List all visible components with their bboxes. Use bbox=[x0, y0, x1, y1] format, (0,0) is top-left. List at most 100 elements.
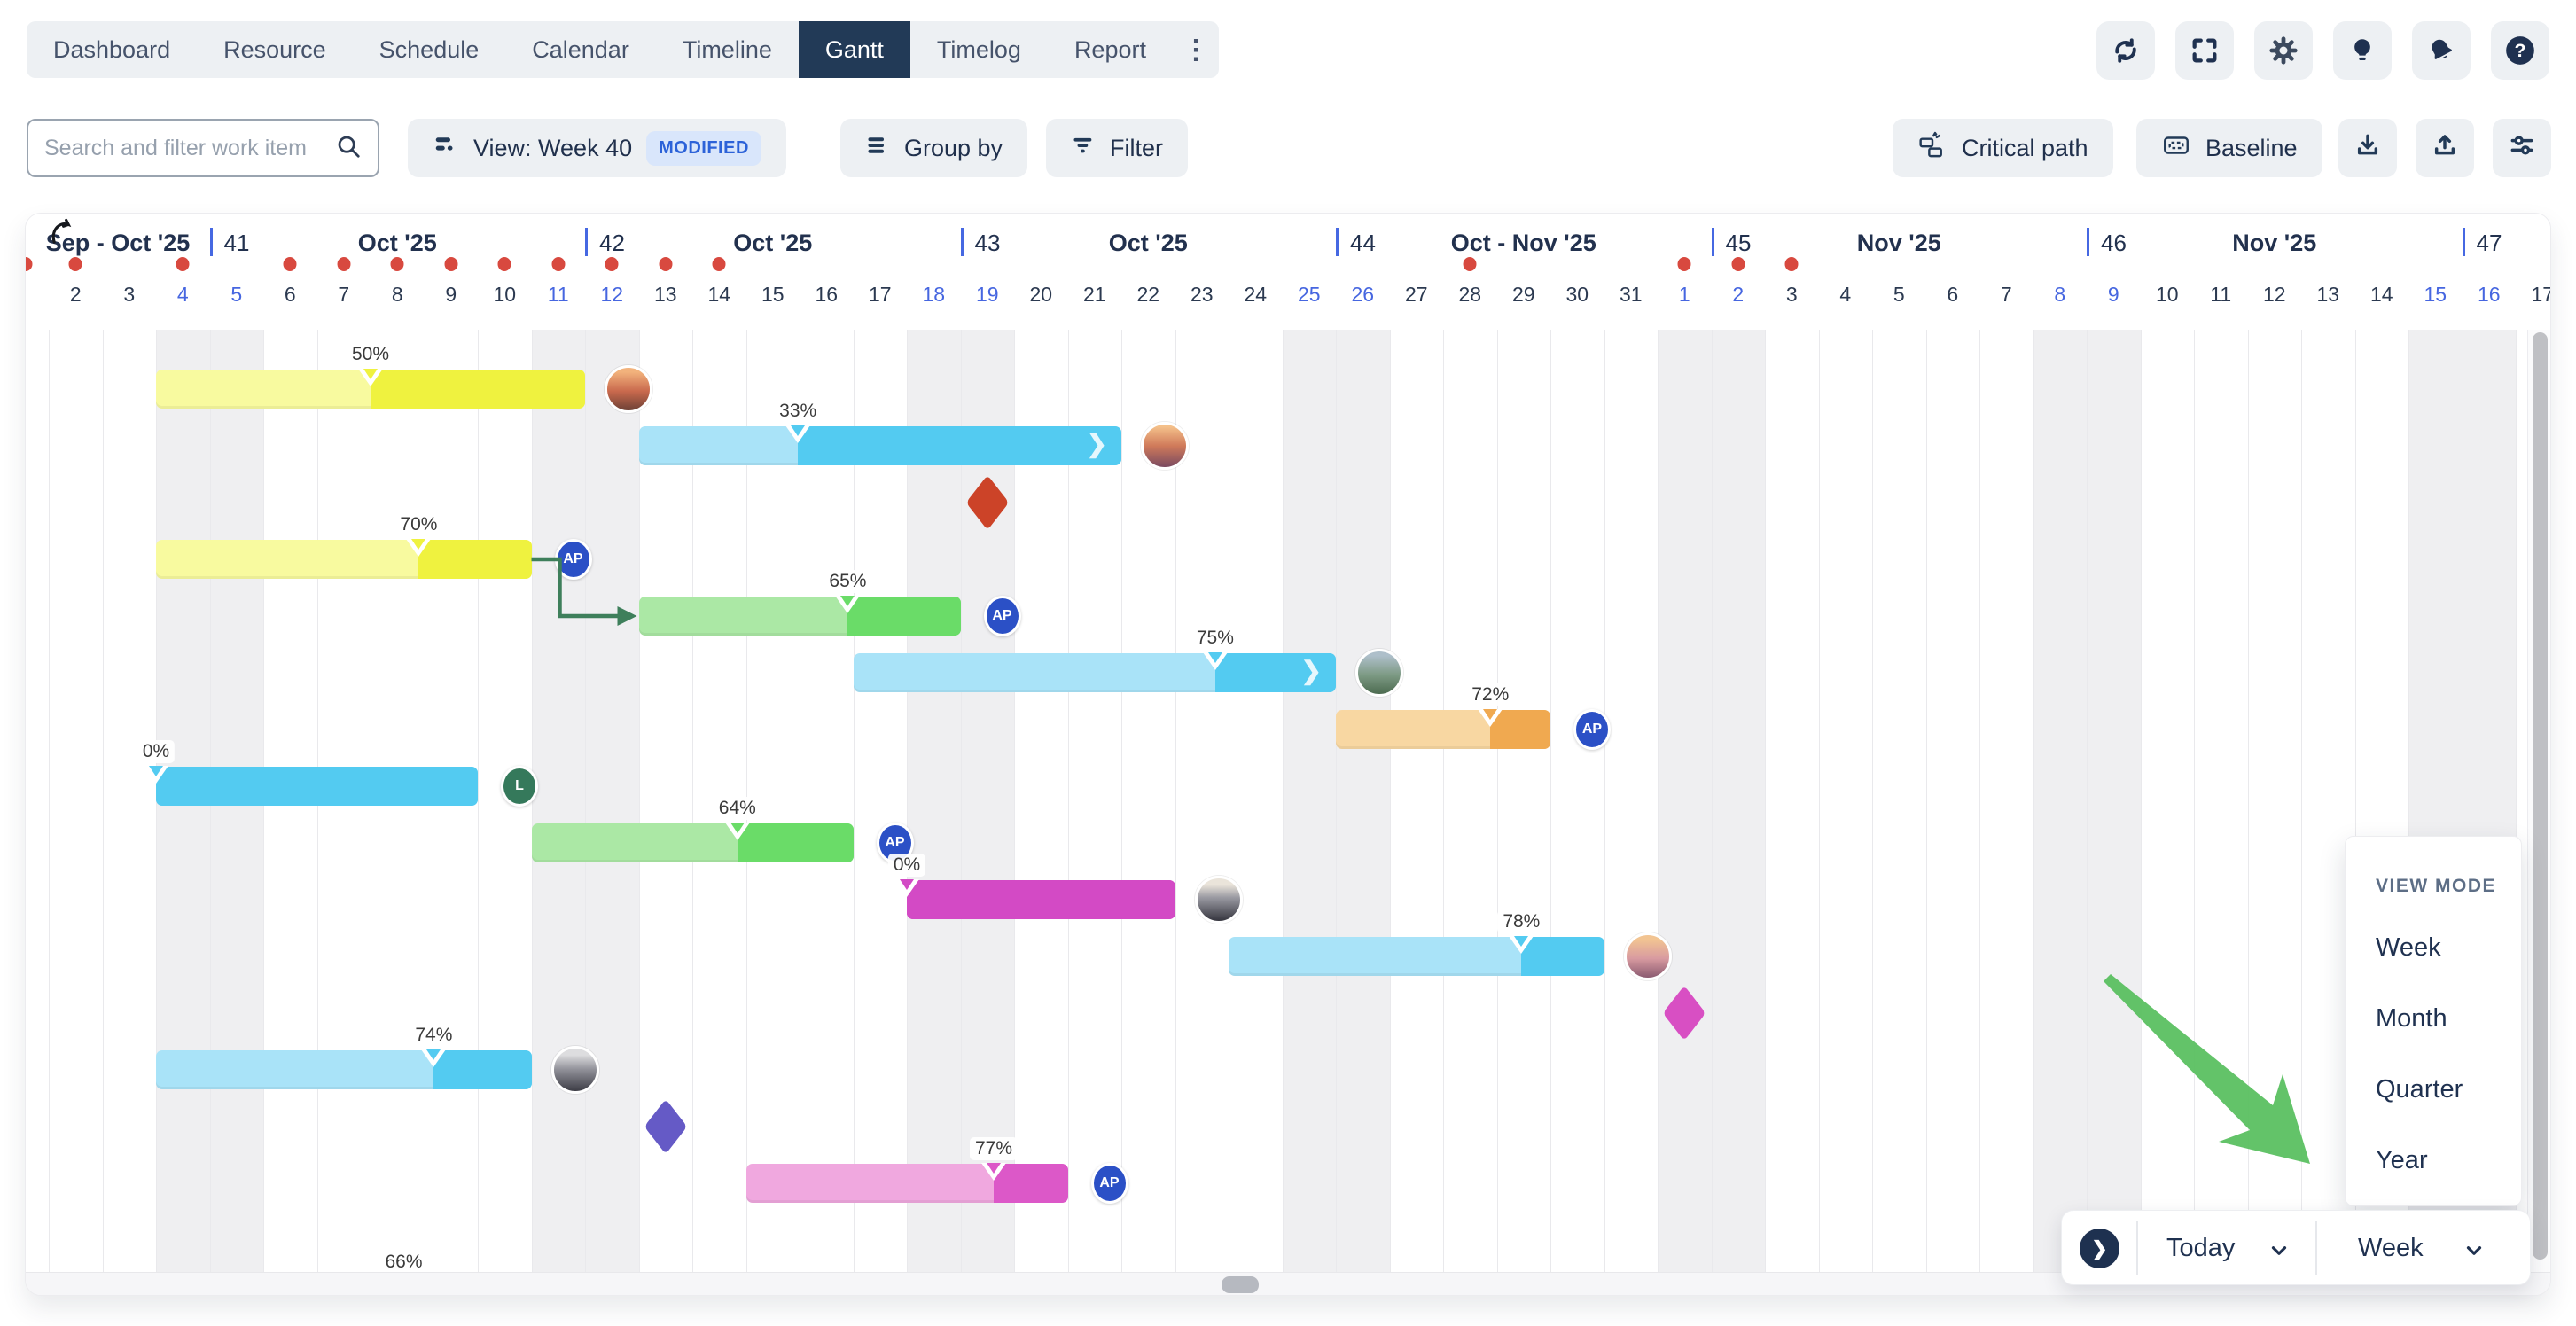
view-mode-option-quarter[interactable]: Quarter bbox=[2376, 1074, 2463, 1104]
nav-tab-resource[interactable]: Resource bbox=[223, 35, 326, 63]
progress-label: 72% bbox=[1466, 683, 1515, 706]
vertical-scrollbar-thumb[interactable] bbox=[2533, 332, 2548, 1260]
gantt-bar[interactable] bbox=[156, 540, 532, 579]
week-number: 42 bbox=[599, 230, 625, 256]
red-dot bbox=[390, 257, 404, 271]
gantt-bar-remaining bbox=[907, 880, 1175, 919]
chart-settings-button[interactable] bbox=[2493, 119, 2551, 177]
gridline bbox=[2194, 330, 2195, 1272]
view-button[interactable]: View: Week 40 MODIFIED bbox=[408, 119, 786, 177]
nav-tab-gantt[interactable]: Gantt bbox=[798, 21, 910, 78]
gantt-bar[interactable] bbox=[907, 880, 1175, 919]
month-label: Sep - Oct '25 bbox=[45, 230, 191, 256]
baseline-icon bbox=[2161, 130, 2191, 167]
day-number: 15 bbox=[2424, 283, 2447, 306]
gantt-bar[interactable] bbox=[745, 1164, 1068, 1203]
progress-caret-inner bbox=[426, 1049, 441, 1060]
day-number: 19 bbox=[975, 283, 999, 306]
gantt-bar[interactable]: ❯ bbox=[853, 653, 1336, 692]
import-button[interactable] bbox=[2416, 119, 2474, 177]
day-number: 31 bbox=[1619, 283, 1643, 306]
gridline bbox=[102, 330, 104, 1272]
gridline bbox=[1067, 330, 1069, 1272]
sync-button[interactable] bbox=[2096, 21, 2155, 80]
nav-tab-calendar[interactable]: Calendar bbox=[532, 35, 629, 63]
day-number: 10 bbox=[2155, 283, 2179, 306]
idea-icon bbox=[2347, 35, 2377, 66]
day-number: 9 bbox=[2107, 283, 2119, 306]
day-number: 5 bbox=[1893, 283, 1905, 306]
idea-button[interactable] bbox=[2333, 21, 2392, 80]
assignee-badge: AP bbox=[983, 596, 1021, 636]
day-number: 6 bbox=[284, 283, 296, 306]
expand-chevron-icon[interactable]: ❯ bbox=[1300, 657, 1322, 684]
view-mode-menu: VIEW MODE Week Month Quarter Year bbox=[2345, 836, 2522, 1206]
gantt-bar[interactable] bbox=[156, 767, 478, 806]
day-number: 7 bbox=[2000, 283, 2012, 306]
gantt-bar[interactable] bbox=[1336, 710, 1550, 749]
notifications-icon bbox=[2426, 35, 2456, 66]
nav-tab-schedule[interactable]: Schedule bbox=[379, 35, 480, 63]
day-number: 26 bbox=[1351, 283, 1375, 306]
day-number: 13 bbox=[653, 283, 677, 306]
gantt-bar[interactable] bbox=[1229, 937, 1604, 976]
day-number: 3 bbox=[123, 283, 136, 306]
filter-button[interactable]: Filter bbox=[1046, 119, 1188, 177]
gridline bbox=[1496, 330, 1498, 1272]
gridline bbox=[960, 330, 962, 1272]
jump-forward-button[interactable]: ❯ bbox=[2080, 1228, 2119, 1268]
gantt-bar[interactable]: ❯ bbox=[638, 426, 1121, 465]
week-divider bbox=[1711, 228, 1714, 256]
weekend-column bbox=[907, 330, 961, 1272]
fullscreen-icon bbox=[2190, 35, 2220, 66]
search-input[interactable] bbox=[44, 135, 335, 161]
export-button[interactable] bbox=[2338, 119, 2397, 177]
day-number: 2 bbox=[69, 283, 82, 306]
sliders-icon bbox=[2508, 131, 2536, 166]
progress-label: 78% bbox=[1497, 910, 1546, 933]
notifications-button[interactable] bbox=[2412, 21, 2471, 80]
nav-tab-timelog[interactable]: Timelog bbox=[936, 35, 1021, 63]
gridline bbox=[2408, 330, 2409, 1272]
gantt-bar[interactable] bbox=[531, 823, 854, 862]
view-mode-dropdown[interactable]: Week bbox=[2358, 1234, 2424, 1262]
settings-button[interactable] bbox=[2254, 21, 2313, 80]
gridline bbox=[49, 330, 50, 1272]
red-dot bbox=[176, 257, 190, 271]
gridline bbox=[2516, 330, 2517, 1272]
group-by-button[interactable]: Group by bbox=[840, 119, 1028, 177]
help-button[interactable]: ? bbox=[2491, 21, 2549, 80]
chevron-down-icon[interactable] bbox=[2463, 1239, 2486, 1267]
view-mode-option-week[interactable]: Week bbox=[2376, 932, 2441, 962]
progress-label: 75% bbox=[1190, 627, 1239, 650]
timeline-navigator: ❯ Today Week bbox=[2061, 1210, 2531, 1285]
baseline-label: Baseline bbox=[2205, 134, 2298, 161]
critical-path-button[interactable]: Critical path bbox=[1893, 119, 2113, 177]
expand-chevron-icon[interactable]: ❯ bbox=[1086, 430, 1107, 457]
today-button[interactable]: Today bbox=[2166, 1234, 2236, 1262]
gantt-bar[interactable] bbox=[638, 597, 961, 636]
view-mode-option-month[interactable]: Month bbox=[2376, 1003, 2447, 1033]
view-mode-option-year[interactable]: Year bbox=[2376, 1145, 2428, 1174]
week-number: 44 bbox=[1350, 230, 1376, 256]
gantt-bar-remaining bbox=[433, 1050, 532, 1089]
gantt-bar-remaining bbox=[156, 767, 478, 806]
chevron-down-icon[interactable] bbox=[2268, 1239, 2291, 1267]
day-number: 13 bbox=[2316, 283, 2340, 306]
nav-tab-dashboard[interactable]: Dashboard bbox=[53, 35, 171, 63]
day-number: 12 bbox=[2262, 283, 2286, 306]
kebab-menu-icon[interactable]: ⋮ bbox=[1182, 35, 1209, 65]
nav-tab-report[interactable]: Report bbox=[1073, 35, 1146, 63]
gantt-bar-remaining bbox=[1521, 937, 1604, 976]
gantt-toolbar: View: Week 40 MODIFIED Group by Filter bbox=[0, 119, 2576, 177]
week-number: 46 bbox=[2101, 230, 2127, 256]
horizontal-scrollbar-thumb[interactable] bbox=[1222, 1276, 1259, 1293]
nav-tab-timeline[interactable]: Timeline bbox=[682, 35, 772, 63]
gridline bbox=[1872, 330, 1873, 1272]
gridline bbox=[2033, 330, 2034, 1272]
gantt-bar[interactable] bbox=[156, 1050, 532, 1089]
gridline bbox=[2301, 330, 2302, 1272]
baseline-button[interactable]: Baseline bbox=[2136, 119, 2322, 177]
milestone-diamond[interactable] bbox=[644, 1098, 688, 1155]
fullscreen-button[interactable] bbox=[2175, 21, 2234, 80]
